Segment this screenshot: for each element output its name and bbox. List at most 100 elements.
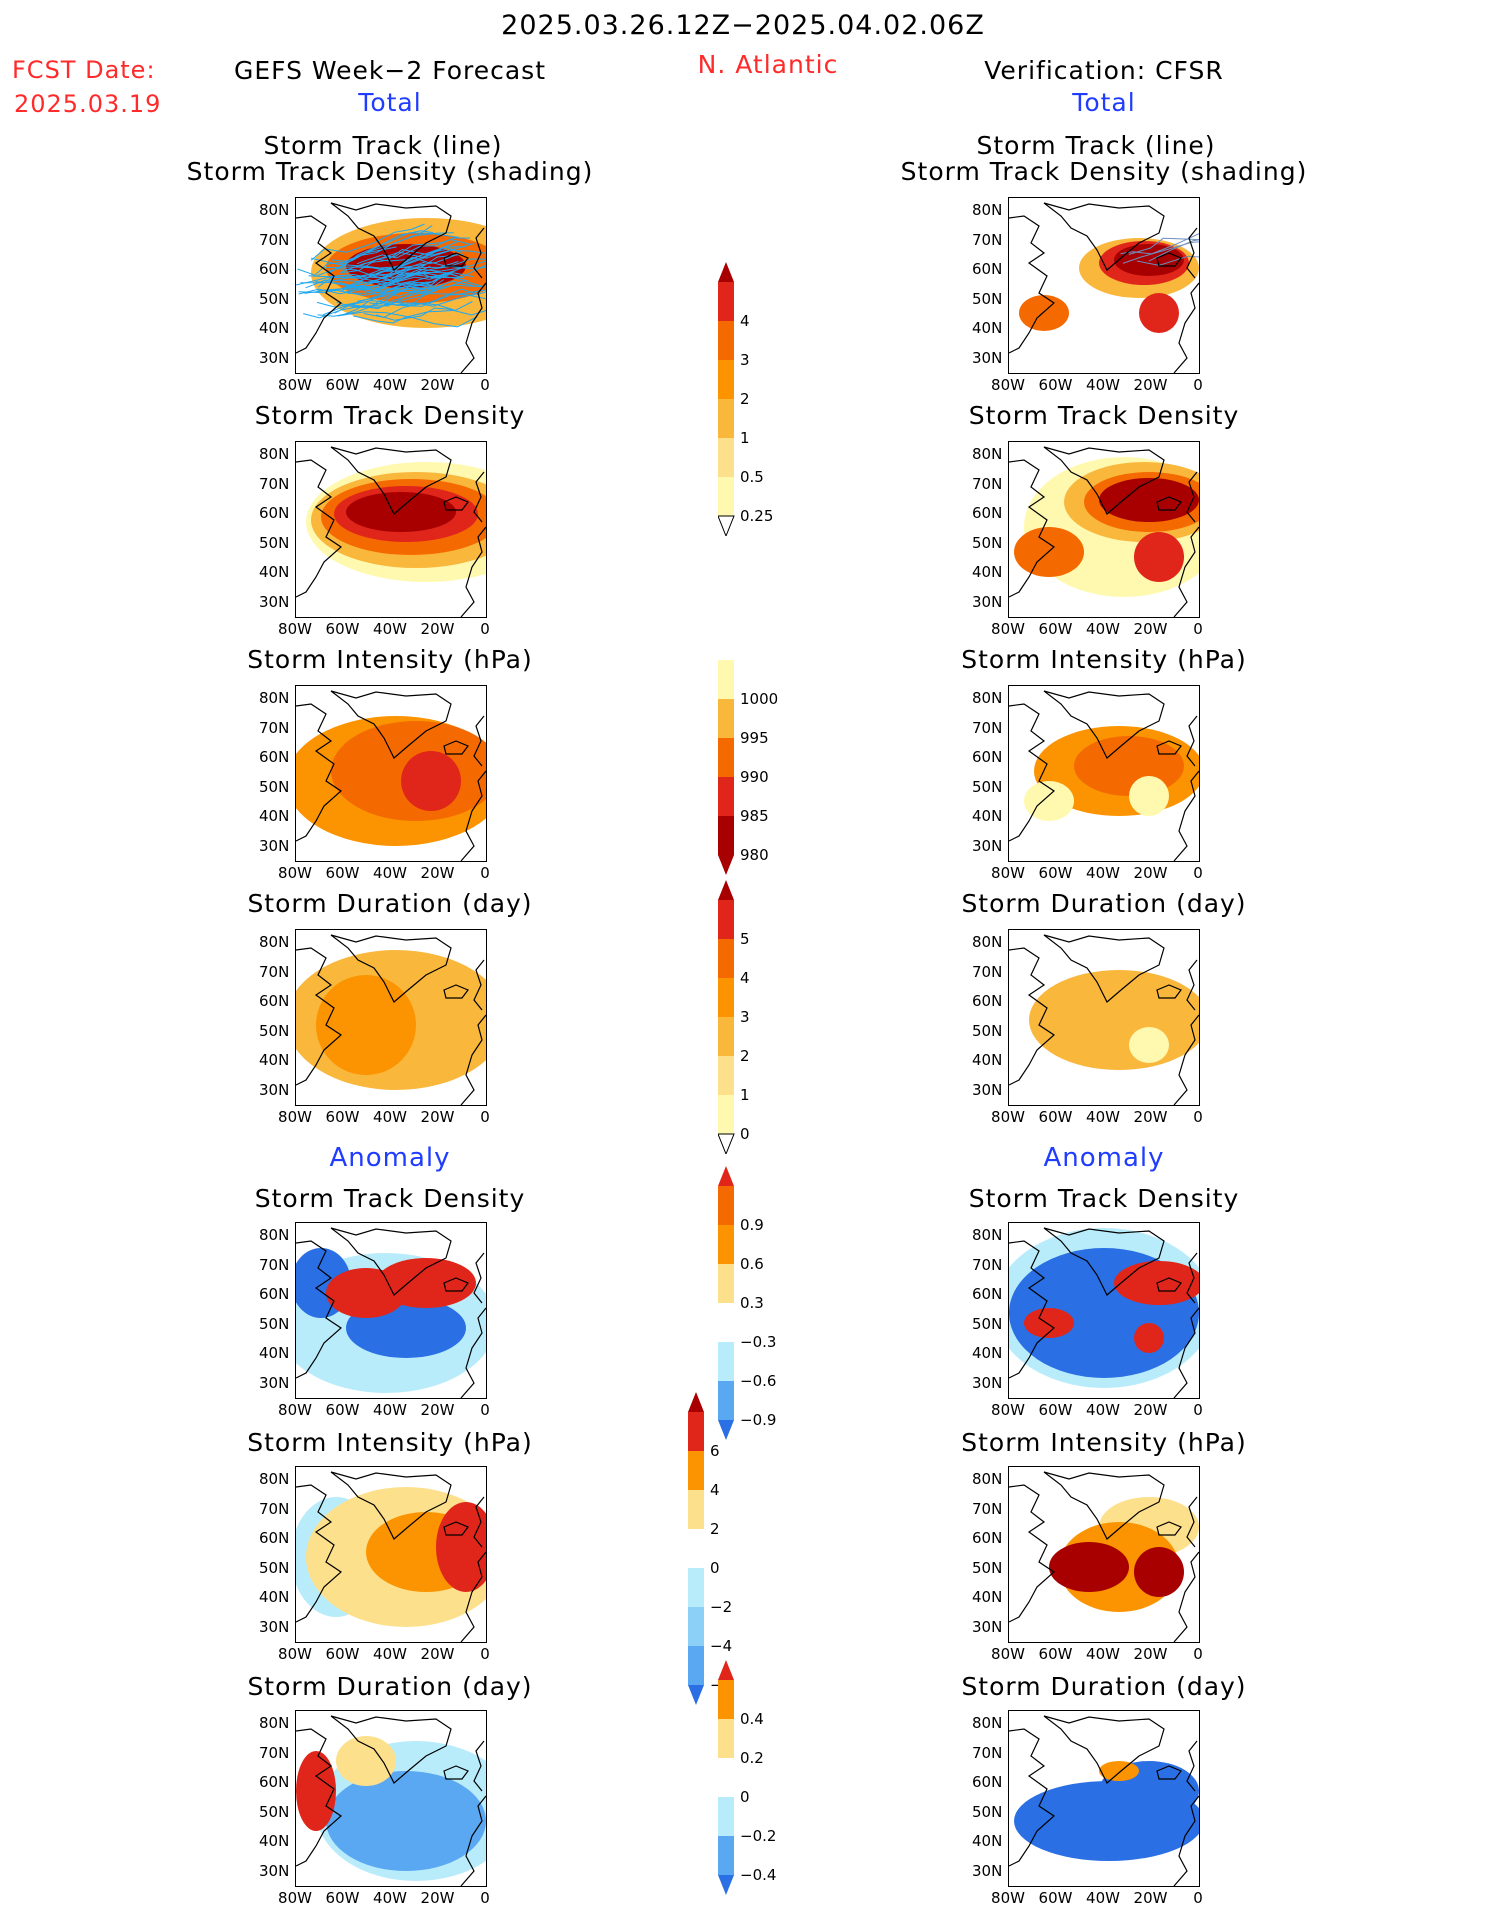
lon-label: 80W xyxy=(991,620,1025,638)
lon-label: 60W xyxy=(325,1401,360,1419)
shading-blob xyxy=(376,1258,476,1308)
coastline xyxy=(460,1795,486,1886)
coastline xyxy=(1173,1014,1199,1105)
lat-label: 30N xyxy=(972,1373,1003,1392)
coastline xyxy=(473,959,485,1011)
colorbar-segment xyxy=(718,939,734,978)
map-panel xyxy=(295,685,487,862)
shading-blob xyxy=(401,751,461,811)
coastline xyxy=(296,703,342,842)
storm-track-line xyxy=(315,279,426,291)
lon-label: 0 xyxy=(1193,1889,1203,1907)
colorbar-segment xyxy=(718,399,734,438)
panel-title-duration-left: Storm Duration (day) xyxy=(247,889,533,918)
lat-label: 60N xyxy=(972,504,1003,522)
lat-label: 50N xyxy=(259,1558,290,1577)
lon-label: 0 xyxy=(1193,1401,1203,1419)
coastline xyxy=(1156,252,1182,267)
colorbar-arrow-bottom xyxy=(718,1420,734,1440)
lon-label: 60W xyxy=(325,620,360,638)
lat-label: 30N xyxy=(259,592,290,611)
shading-blob xyxy=(1019,295,1069,331)
lon-label: 0 xyxy=(480,1401,490,1419)
colorbar-arrow-top xyxy=(718,262,734,282)
map-panel xyxy=(1008,685,1200,862)
colorbar-segment xyxy=(688,1412,704,1451)
lon-label: 60W xyxy=(1038,376,1073,394)
coastline xyxy=(1186,1740,1198,1792)
lon-label: 80W xyxy=(278,620,312,638)
shading-blob xyxy=(1099,478,1199,522)
storm-track-line xyxy=(322,284,431,316)
colorbar-segment xyxy=(718,1095,734,1134)
colorbar-arrow-top xyxy=(718,1660,734,1680)
storm-track-line xyxy=(296,267,412,286)
coastline xyxy=(443,740,469,755)
storm-track-line xyxy=(1120,233,1199,255)
coastline xyxy=(1156,984,1182,999)
lon-label: 20W xyxy=(1133,1645,1168,1663)
lat-label: 80N xyxy=(972,689,1003,707)
lat-label: 80N xyxy=(259,689,290,707)
colorbar-label: 2 xyxy=(740,390,750,408)
lon-label: 20W xyxy=(420,376,455,394)
panel-title-track-line-left: Storm Track (line) xyxy=(263,131,503,160)
colorbar-segment xyxy=(718,321,734,360)
colorbar-label: 0 xyxy=(740,1125,750,1143)
coastline xyxy=(1009,947,1055,1086)
map-panel xyxy=(1008,441,1200,618)
storm-track-line xyxy=(298,268,441,294)
lon-label: 60W xyxy=(325,1889,360,1907)
colorbar-segment xyxy=(718,1381,734,1420)
coastline xyxy=(1043,446,1165,515)
coastline xyxy=(460,282,486,373)
colorbar-label: −0.6 xyxy=(740,1372,777,1390)
lat-label: 30N xyxy=(259,1373,290,1392)
lat-label: 60N xyxy=(259,260,290,278)
shading-blob xyxy=(1129,1027,1169,1063)
map-panel xyxy=(1008,1222,1200,1399)
colorbar-segment xyxy=(718,438,734,477)
lat-label: 60N xyxy=(259,1285,290,1303)
colorbar-segment xyxy=(718,1017,734,1056)
lat-label: 40N xyxy=(972,563,1003,581)
colorbar-segment xyxy=(718,900,734,939)
coastline xyxy=(330,1715,452,1784)
storm-track-line xyxy=(328,225,433,274)
coastline xyxy=(473,1252,485,1304)
panel-title-anom-density-left: Storm Track Density xyxy=(254,1184,526,1213)
storm-track-line xyxy=(357,280,474,302)
coastline xyxy=(460,1014,486,1105)
colorbar-segment xyxy=(718,282,734,321)
coastline xyxy=(330,690,452,759)
colorbar-label: −4 xyxy=(710,1637,733,1655)
colorbar-label: 1 xyxy=(740,1086,750,1104)
colorbar-segment xyxy=(718,1836,734,1875)
colorbar-arrow-top xyxy=(718,880,734,900)
colorbar-segment xyxy=(718,738,734,777)
lon-label: 0 xyxy=(1193,864,1203,882)
coastline xyxy=(296,459,342,598)
lon-label: 20W xyxy=(420,1645,455,1663)
colorbar-arrow-bottom xyxy=(688,1685,704,1705)
storm-track-line xyxy=(1148,239,1199,262)
lon-label: 60W xyxy=(325,864,360,882)
lat-label: 70N xyxy=(259,718,290,737)
storm-track-line xyxy=(316,230,434,277)
map-panel xyxy=(295,1710,487,1887)
map-shading xyxy=(1009,1227,1199,1398)
lat-label: 80N xyxy=(972,933,1003,951)
colorbar-segment xyxy=(718,477,734,516)
lat-label: 40N xyxy=(972,319,1003,337)
lon-label: 20W xyxy=(1133,1401,1168,1419)
storm-track-line xyxy=(1122,241,1199,264)
colorbar-label: 0.25 xyxy=(740,507,774,525)
lon-label: 80W xyxy=(278,864,312,882)
left-title: GEFS Week−2 Forecast xyxy=(233,56,547,85)
colorbar-segment xyxy=(688,1646,704,1685)
lat-label: 40N xyxy=(972,807,1003,825)
lon-label: 0 xyxy=(480,376,490,394)
lat-label: 40N xyxy=(972,1832,1003,1850)
lon-label: 20W xyxy=(420,1108,455,1126)
shading-blob xyxy=(1024,781,1074,821)
